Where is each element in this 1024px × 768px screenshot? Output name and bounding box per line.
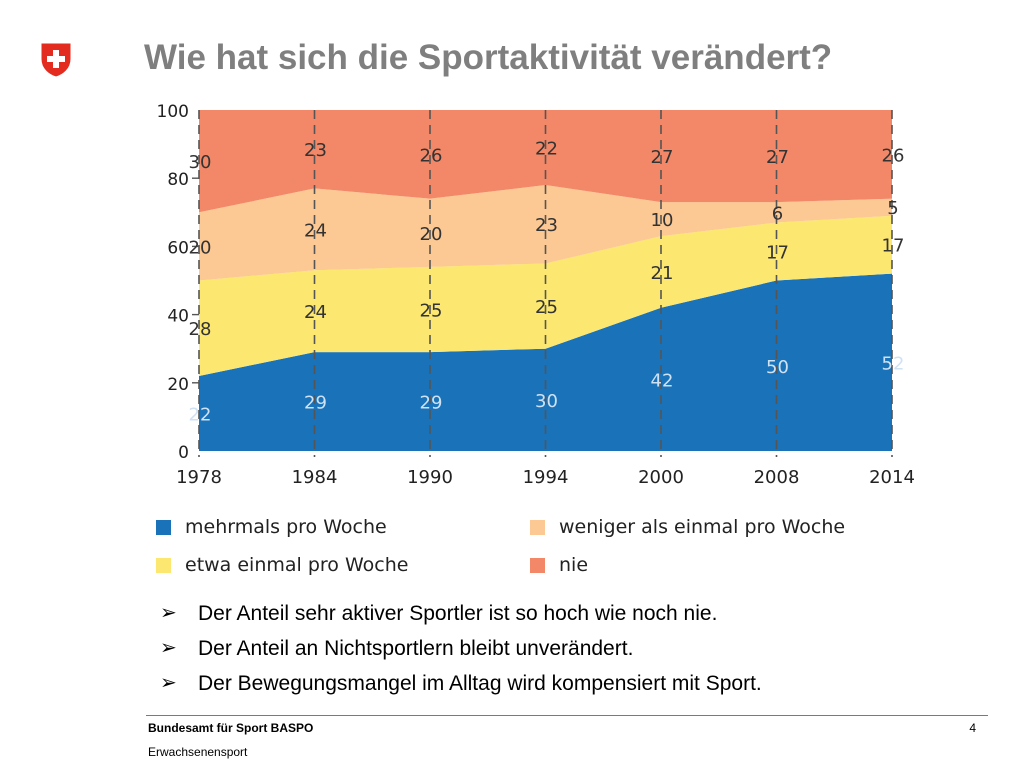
bullet-text: Der Bewegungsmangel im Alltag wird kompe… <box>198 672 762 695</box>
legend-label: mehrmals pro Woche <box>185 516 387 538</box>
data-label: 29 <box>420 393 443 414</box>
arrow-bullet-icon: ➢ <box>160 672 177 694</box>
y-tick-label: 60 <box>167 238 189 258</box>
data-label: 21 <box>651 263 674 284</box>
data-label: 23 <box>304 140 327 161</box>
data-label: 24 <box>304 302 327 323</box>
data-label: 28 <box>189 319 212 340</box>
y-tick-label: 40 <box>167 307 189 327</box>
footer-divider <box>146 715 988 716</box>
x-tick-label: 2008 <box>754 467 800 488</box>
legend-label: nie <box>559 554 589 576</box>
bullet-item: ➢ Der Anteil an Nichtsportlern bleibt un… <box>160 631 762 666</box>
data-label: 22 <box>535 139 558 160</box>
data-label: 22 <box>189 404 212 425</box>
legend-item-mehrmals: mehrmals pro Woche <box>156 516 387 538</box>
chart-legend: mehrmals pro Woche weniger als einmal pr… <box>156 512 856 592</box>
data-label: 17 <box>766 243 789 264</box>
page-number: 4 <box>969 721 976 735</box>
area-mehrmals-pro-woche <box>199 273 892 451</box>
data-label: 6 <box>772 203 783 224</box>
data-label: 24 <box>304 220 327 241</box>
data-label: 17 <box>882 236 905 257</box>
legend-swatch <box>530 519 545 535</box>
bullet-text: Der Anteil sehr aktiver Sportler ist so … <box>198 602 718 625</box>
y-tick-label: 100 <box>157 102 189 122</box>
x-tick-label: 2014 <box>869 467 915 488</box>
arrow-bullet-icon: ➢ <box>160 637 177 659</box>
y-tick-label: 80 <box>167 170 189 190</box>
data-label: 10 <box>651 210 674 231</box>
x-tick-label: 1990 <box>407 467 453 488</box>
legend-item-nie: nie <box>530 554 588 576</box>
bullet-list: ➢ Der Anteil sehr aktiver Sportler ist s… <box>160 596 762 701</box>
footer-department: Erwachsenensport <box>148 745 248 759</box>
bullet-text: Der Anteil an Nichtsportlern bleibt unve… <box>198 637 634 660</box>
stacked-area-chart: 0 20 40 60 80 100 1978 1984 1990 1994 2000 2008 2014… <box>157 102 915 488</box>
data-label: 25 <box>535 297 558 318</box>
data-label: 29 <box>304 393 327 414</box>
x-tick-label: 2000 <box>638 467 684 488</box>
legend-item-weniger: weniger als einmal pro Woche <box>530 516 845 538</box>
y-tick-label: 0 <box>178 443 189 463</box>
legend-label: etwa einmal pro Woche <box>185 554 409 576</box>
data-label: 30 <box>535 391 558 412</box>
data-label: 20 <box>420 224 443 245</box>
data-label: 26 <box>420 145 443 166</box>
data-label: 20 <box>189 237 212 258</box>
legend-item-etwa: etwa einmal pro Woche <box>156 554 408 576</box>
x-tick-label: 1978 <box>176 467 222 488</box>
footer-organization: Bundesamt für Sport BASPO <box>148 721 314 735</box>
y-tick-label: 20 <box>167 375 189 395</box>
bullet-item: ➢ Der Anteil sehr aktiver Sportler ist s… <box>160 596 762 631</box>
legend-swatch <box>156 557 171 573</box>
data-label: 50 <box>766 357 789 378</box>
data-label: 5 <box>887 198 898 219</box>
data-label: 30 <box>189 152 212 173</box>
bullet-item: ➢ Der Bewegungsmangel im Alltag wird kom… <box>160 666 762 701</box>
data-label: 52 <box>882 353 905 374</box>
data-label: 26 <box>882 145 905 166</box>
x-tick-label: 1994 <box>523 467 569 488</box>
legend-label: weniger als einmal pro Woche <box>559 516 846 538</box>
arrow-bullet-icon: ➢ <box>160 602 177 624</box>
data-label: 42 <box>651 370 674 391</box>
x-tick-label: 1984 <box>292 467 338 488</box>
legend-swatch <box>530 557 545 573</box>
legend-swatch <box>156 519 171 535</box>
data-label: 25 <box>420 300 443 321</box>
data-label: 27 <box>766 147 789 168</box>
swiss-coat-of-arms-logo <box>40 42 72 78</box>
data-label: 27 <box>651 147 674 168</box>
data-label: 23 <box>535 215 558 236</box>
page-title: Wie hat sich die Sportaktivität veränder… <box>144 38 833 77</box>
